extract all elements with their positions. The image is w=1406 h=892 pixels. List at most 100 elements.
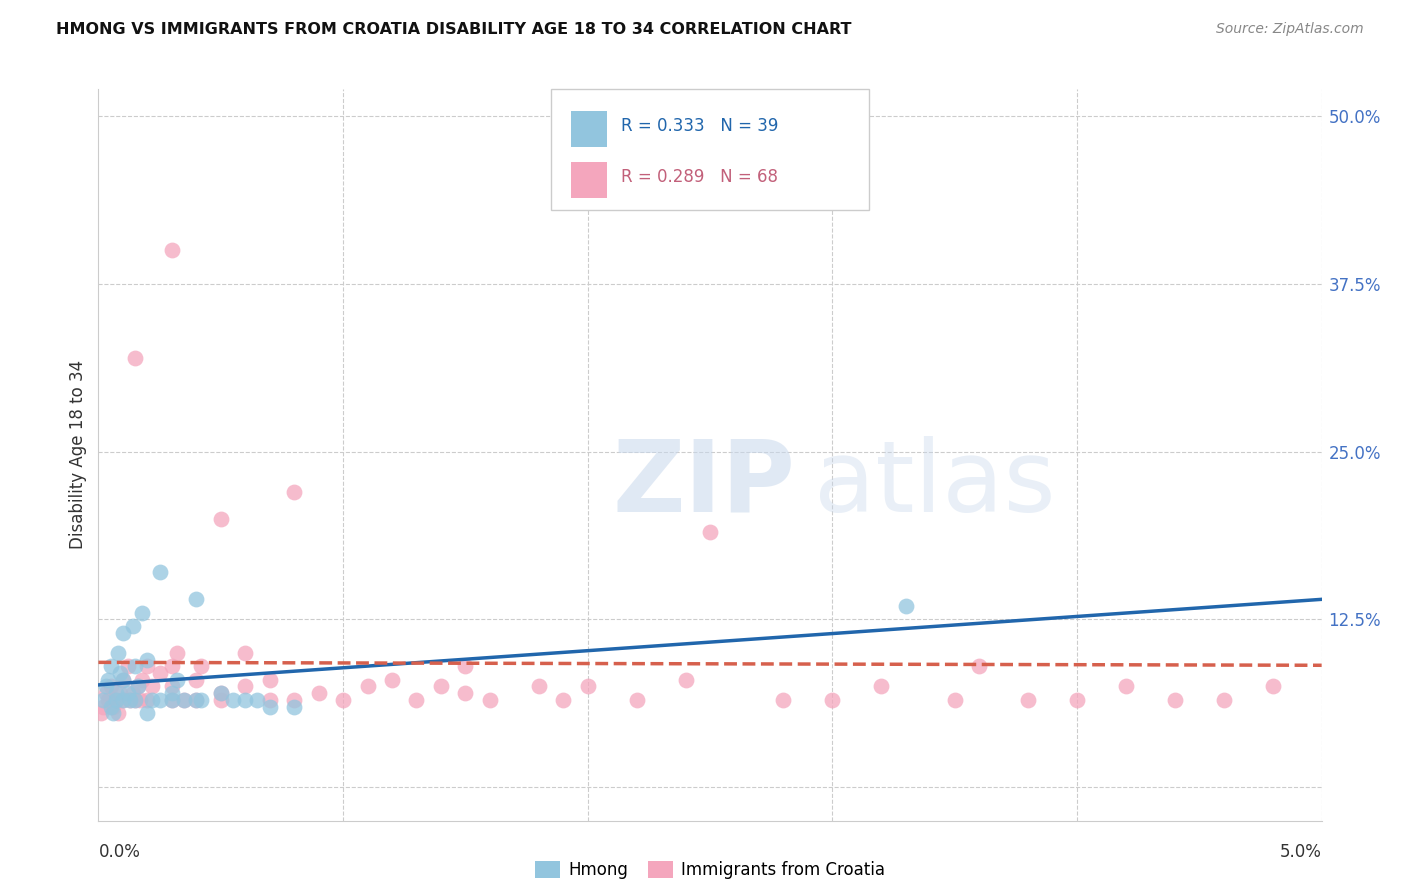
Text: HMONG VS IMMIGRANTS FROM CROATIA DISABILITY AGE 18 TO 34 CORRELATION CHART: HMONG VS IMMIGRANTS FROM CROATIA DISABIL…: [56, 22, 852, 37]
Text: Source: ZipAtlas.com: Source: ZipAtlas.com: [1216, 22, 1364, 37]
Point: [209, 511, 232, 525]
Point: [190, 693, 212, 707]
Point: [233, 693, 256, 707]
Point: [120, 693, 142, 707]
Point: [90, 706, 112, 721]
Point: [209, 686, 232, 700]
Point: [136, 706, 159, 721]
Point: [405, 693, 427, 707]
Point: [259, 693, 281, 707]
Point: [124, 693, 146, 707]
Point: [97, 693, 120, 707]
Point: [283, 699, 305, 714]
Point: [675, 673, 697, 687]
Point: [136, 693, 159, 707]
Point: [527, 680, 550, 694]
Point: [110, 665, 132, 680]
Text: atlas: atlas: [814, 435, 1056, 533]
Point: [1164, 693, 1187, 707]
Point: [111, 625, 134, 640]
Point: [97, 673, 120, 687]
Point: [186, 592, 208, 607]
Point: [209, 693, 232, 707]
Point: [160, 693, 183, 707]
Point: [129, 693, 152, 707]
Point: [233, 646, 256, 660]
Point: [131, 606, 153, 620]
Text: 5.0%: 5.0%: [1279, 843, 1322, 861]
Point: [1212, 693, 1234, 707]
Y-axis label: Disability Age 18 to 34: Disability Age 18 to 34: [69, 360, 87, 549]
Point: [283, 693, 305, 707]
Point: [332, 693, 354, 707]
Point: [124, 693, 146, 707]
Point: [166, 673, 188, 687]
Point: [100, 659, 122, 673]
Point: [149, 665, 172, 680]
Point: [141, 680, 163, 694]
Point: [91, 699, 114, 714]
Text: R = 0.289   N = 68: R = 0.289 N = 68: [620, 168, 778, 186]
Point: [104, 693, 127, 707]
Point: [430, 680, 453, 694]
Point: [111, 693, 134, 707]
Point: [160, 244, 183, 258]
Point: [1115, 680, 1137, 694]
Point: [120, 693, 142, 707]
Point: [1066, 693, 1088, 707]
FancyBboxPatch shape: [571, 111, 607, 146]
Point: [967, 659, 990, 673]
Point: [121, 619, 143, 633]
Point: [117, 659, 139, 673]
Point: [160, 659, 183, 673]
Legend: Hmong, Immigrants from Croatia: Hmong, Immigrants from Croatia: [529, 854, 891, 886]
Point: [131, 673, 153, 687]
Point: [117, 686, 139, 700]
Point: [478, 693, 501, 707]
Point: [104, 693, 127, 707]
Text: ZIP: ZIP: [612, 435, 794, 533]
Point: [124, 659, 146, 673]
Point: [94, 686, 117, 700]
Text: R = 0.333   N = 39: R = 0.333 N = 39: [620, 117, 778, 135]
FancyBboxPatch shape: [571, 162, 607, 198]
Point: [943, 693, 966, 707]
Point: [121, 686, 143, 700]
Point: [173, 693, 195, 707]
Point: [160, 693, 183, 707]
Point: [259, 699, 281, 714]
Point: [141, 693, 163, 707]
Point: [626, 693, 648, 707]
Point: [111, 673, 134, 687]
Point: [454, 686, 477, 700]
Point: [576, 680, 599, 694]
Point: [699, 525, 721, 540]
Point: [173, 693, 195, 707]
Point: [91, 693, 114, 707]
Point: [233, 680, 256, 694]
Point: [454, 659, 477, 673]
Point: [772, 693, 794, 707]
Point: [107, 706, 129, 721]
Point: [1261, 680, 1284, 694]
Point: [166, 646, 188, 660]
Point: [1017, 693, 1039, 707]
Point: [136, 652, 159, 666]
Point: [209, 686, 232, 700]
Point: [101, 699, 124, 714]
Point: [100, 699, 122, 714]
Point: [356, 680, 378, 694]
Point: [149, 693, 172, 707]
Point: [283, 484, 305, 499]
Point: [160, 686, 183, 700]
Point: [259, 673, 281, 687]
Point: [136, 659, 159, 673]
Point: [111, 693, 134, 707]
Point: [94, 680, 117, 694]
Point: [821, 693, 844, 707]
Point: [186, 673, 208, 687]
Point: [149, 566, 172, 580]
Point: [246, 693, 269, 707]
Point: [124, 351, 146, 365]
Point: [190, 659, 212, 673]
